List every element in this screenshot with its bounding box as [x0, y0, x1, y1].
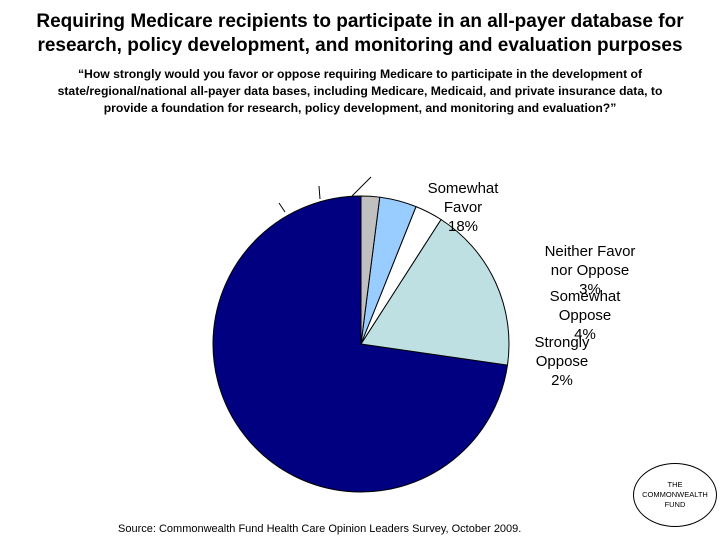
slice-label-line: Somewhat — [428, 180, 500, 197]
slice-label-line: Neither Favor — [545, 243, 636, 260]
slice-label-line: 18% — [448, 218, 478, 235]
slice-label-line: 2% — [551, 372, 573, 389]
slice-label-line: Favor — [444, 199, 482, 216]
logo-line-2: COMMONWEALTH — [642, 490, 708, 499]
pie-slice-somewhat-favor — [360, 218, 510, 366]
leader-line-strongly-oppose — [351, 176, 372, 197]
slice-label-neither-favor-nor-oppose: Neither Favor nor Oppose 3% — [545, 243, 636, 298]
pie-slice-strongly-favor — [212, 195, 509, 493]
survey-question-line-2: state/regional/national all-payer data b… — [57, 84, 663, 98]
leader-line-neither-favor-nor-oppose — [278, 202, 286, 213]
slice-label-line: Strongly — [534, 334, 590, 351]
chart-title: Requiring Medicare recipients to partici… — [0, 10, 720, 58]
chart-title-line-1: Requiring Medicare recipients to partici… — [36, 11, 684, 32]
survey-question-line-1: “How strongly would you favor or oppose … — [77, 67, 643, 81]
slice-label-somewhat-favor: Somewhat Favor 18% — [428, 180, 500, 235]
commonwealth-fund-logo: THE COMMONWEALTH FUND — [633, 463, 717, 527]
slice-label-line: Oppose — [536, 353, 589, 370]
logo-line-1: THE — [667, 480, 683, 489]
leader-line-somewhat-oppose — [318, 185, 321, 200]
pie-slice-strongly-oppose — [360, 195, 381, 345]
source-note: Source: Commonwealth Fund Health Care Op… — [118, 523, 522, 535]
logo-line-3: FUND — [664, 500, 686, 509]
slice-label-line: 3% — [579, 281, 601, 298]
slice-label-line: 4% — [574, 326, 596, 343]
slice-label-line: nor Oppose — [551, 262, 629, 279]
slice-label-somewhat-oppose: Somewhat Oppose 4% — [550, 288, 622, 343]
survey-question: “How strongly would you favor or oppose … — [6, 66, 714, 117]
chart-title-line-2: research, policy development, and monito… — [37, 35, 683, 56]
survey-question-line-3: provide a foundation for research, polic… — [103, 101, 617, 115]
slice-label-line: Somewhat — [550, 288, 622, 305]
slice-label-line: Oppose — [559, 307, 612, 324]
slice-label-strongly-oppose: Strongly Oppose 2% — [534, 334, 590, 389]
